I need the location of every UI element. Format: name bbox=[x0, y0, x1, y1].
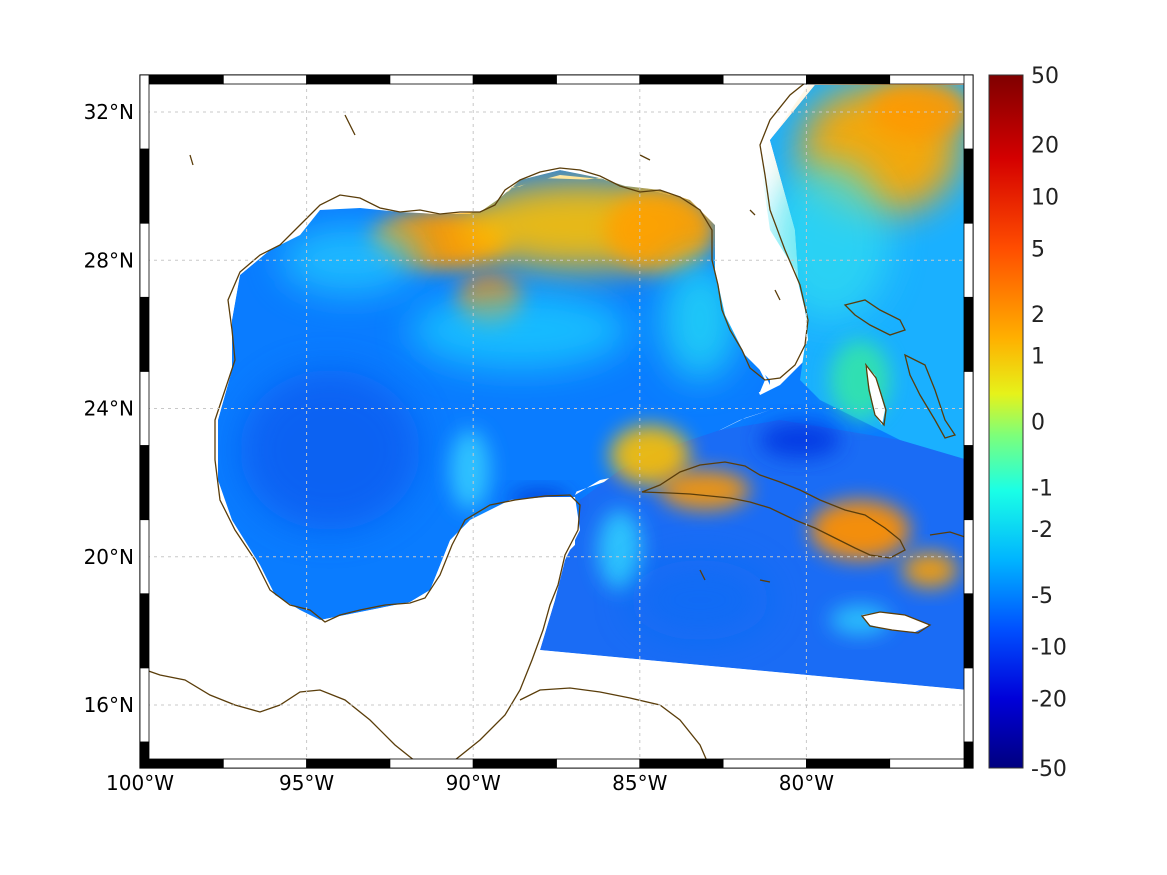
colorbar-tick-label: -2 bbox=[1031, 518, 1053, 543]
colorbar-tick-label: 2 bbox=[1031, 303, 1045, 328]
frame-band-right bbox=[963, 371, 974, 446]
frame-band-top bbox=[639, 74, 724, 85]
colorbar-tick-label: -50 bbox=[1031, 757, 1067, 782]
frame-band-bottom bbox=[389, 758, 474, 769]
longitude-tick-label: 90°W bbox=[446, 771, 501, 795]
frame-band-bottom bbox=[556, 758, 641, 769]
frame-band-left bbox=[139, 667, 150, 743]
frame-band-top bbox=[722, 74, 807, 85]
frame-band-left bbox=[139, 519, 150, 595]
frame-band-left bbox=[139, 222, 150, 298]
map-area bbox=[140, 75, 973, 768]
coastline-andros bbox=[865, 362, 887, 427]
data-field bbox=[140, 75, 973, 768]
land-bahamas-andros bbox=[865, 365, 885, 425]
frame-band-right bbox=[963, 296, 974, 372]
latitude-labels: 32°N 28°N 24°N 20°N 16°N bbox=[84, 100, 134, 717]
frame-band-top bbox=[389, 74, 474, 85]
coastline-honduras bbox=[519, 687, 711, 768]
frame-band-right bbox=[963, 222, 974, 298]
coastline-gulf bbox=[214, 75, 816, 768]
frame-band-right bbox=[963, 445, 974, 521]
map-frame bbox=[139, 74, 974, 769]
frame-band-right bbox=[963, 741, 974, 769]
longitude-labels: 100°W 95°W 90°W 85°W 80°W bbox=[106, 771, 834, 795]
grid-lines bbox=[140, 75, 973, 768]
coastline-cuba bbox=[641, 461, 906, 559]
latitude-tick-label: 28°N bbox=[84, 248, 134, 272]
frame-band-left bbox=[139, 148, 150, 224]
frame-band-top bbox=[139, 74, 224, 85]
frame-band-right bbox=[963, 519, 974, 595]
frame-band-bottom bbox=[472, 758, 557, 769]
latitude-tick-label: 20°N bbox=[84, 545, 134, 569]
colorbar-tick-label: 0 bbox=[1031, 411, 1045, 436]
longitude-tick-label: 85°W bbox=[612, 771, 667, 795]
frame-band-right bbox=[963, 667, 974, 743]
latitude-tick-label: 16°N bbox=[84, 693, 134, 717]
coastline-hispaniola bbox=[929, 531, 969, 539]
frame-band-bottom bbox=[806, 758, 891, 769]
frame-band-top bbox=[806, 74, 891, 85]
frame-band-right bbox=[963, 148, 974, 224]
frame-band-left bbox=[139, 296, 150, 372]
longitude-tick-label: 100°W bbox=[106, 771, 174, 795]
colorbar-tick-label: 20 bbox=[1031, 133, 1059, 158]
colorbar-tick-label: 5 bbox=[1031, 237, 1045, 262]
frame-band-right bbox=[963, 74, 974, 150]
coastline-cays bbox=[189, 114, 781, 583]
frame-band-right bbox=[963, 593, 974, 669]
frame-band-top bbox=[556, 74, 641, 85]
colorbar-tick-label: -1 bbox=[1031, 476, 1053, 501]
frame-band-top bbox=[472, 74, 557, 85]
frame-band-bottom bbox=[722, 758, 807, 769]
colorbar-tick-label: -5 bbox=[1031, 584, 1053, 609]
colorbar-tick-label: 10 bbox=[1031, 185, 1059, 210]
coastline-bahamas-east bbox=[904, 353, 957, 439]
latitude-tick-label: 32°N bbox=[84, 100, 134, 124]
coastline-jamaica bbox=[860, 611, 932, 634]
frame-band-top bbox=[889, 74, 974, 85]
longitude-tick-label: 95°W bbox=[279, 771, 334, 795]
frame-band-left bbox=[139, 593, 150, 669]
frame-band-top bbox=[222, 74, 308, 85]
frame-band-bottom bbox=[306, 758, 391, 769]
frame-band-bottom bbox=[889, 758, 974, 769]
frame-band-bottom bbox=[139, 758, 224, 769]
colorbar-tick-label: 1 bbox=[1031, 345, 1045, 370]
frame-band-left bbox=[139, 741, 150, 769]
frame-band-bottom bbox=[222, 758, 308, 769]
frame-band-left bbox=[139, 371, 150, 446]
colorbar-gradient bbox=[988, 74, 1024, 769]
land-north-america bbox=[140, 75, 973, 768]
frame-band-bottom bbox=[639, 758, 724, 769]
colorbar-tick-label: 50 bbox=[1031, 64, 1059, 89]
frame-band-left bbox=[139, 445, 150, 521]
colorbar-tick-label: -20 bbox=[1031, 688, 1067, 713]
longitude-tick-label: 80°W bbox=[779, 771, 834, 795]
colorbar-tick-label: -10 bbox=[1031, 636, 1067, 661]
frame-band-top bbox=[306, 74, 391, 85]
coastline-bahamas bbox=[843, 299, 906, 336]
latitude-tick-label: 24°N bbox=[84, 397, 134, 421]
frame-band-left bbox=[139, 74, 150, 150]
